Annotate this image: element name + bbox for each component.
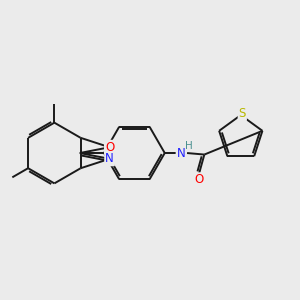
Text: N: N xyxy=(177,146,185,160)
Text: H: H xyxy=(185,141,193,152)
Text: O: O xyxy=(194,173,203,186)
Text: N: N xyxy=(105,152,114,165)
Text: O: O xyxy=(105,141,114,154)
Text: S: S xyxy=(238,107,246,120)
